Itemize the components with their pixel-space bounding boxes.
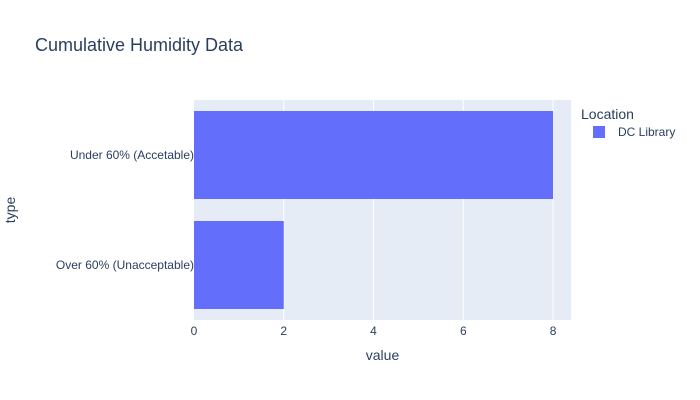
x-tick-label: 6 xyxy=(460,324,467,338)
y-tick-label: Under 60% (Accetable) xyxy=(70,148,194,162)
x-axis-label: value xyxy=(366,347,400,363)
x-tick-label: 2 xyxy=(280,324,287,338)
y-axis-label: type xyxy=(2,197,18,224)
x-tick-label: 0 xyxy=(191,324,198,338)
y-tick-labels: Under 60% (Accetable) Over 60% (Unaccepta… xyxy=(56,148,194,272)
chart-title: Cumulative Humidity Data xyxy=(35,35,244,55)
x-tick-label: 4 xyxy=(370,324,377,338)
x-tick-label: 8 xyxy=(550,324,557,338)
y-tick-label: Over 60% (Unacceptable) xyxy=(56,258,194,272)
bar-under-60[interactable] xyxy=(194,111,554,199)
bars xyxy=(194,111,554,309)
bar-over-60[interactable] xyxy=(194,221,284,309)
x-tick-labels: 0 2 4 6 8 xyxy=(191,324,557,338)
legend-label-dc-library: DC Library xyxy=(618,125,675,139)
legend[interactable]: Location DC Library xyxy=(581,106,675,139)
legend-title: Location xyxy=(581,106,634,122)
legend-swatch-dc-library[interactable] xyxy=(593,126,605,138)
